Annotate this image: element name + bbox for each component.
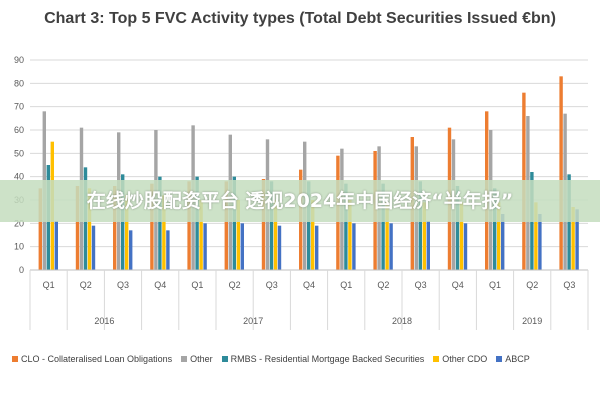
legend-item: Other <box>181 354 213 364</box>
x-tick-label: Q3 <box>563 280 575 290</box>
bar-3-7 <box>311 200 315 270</box>
bar-0-2 <box>113 186 117 270</box>
y-tick-label: 70 <box>14 102 24 112</box>
chart-title: Chart 3: Top 5 FVC Activity types (Total… <box>44 10 556 27</box>
x-tick-label: Q2 <box>229 280 241 290</box>
bar-0-14 <box>559 76 563 270</box>
bar-4-4 <box>203 223 207 270</box>
x-group-label: 2016 <box>94 316 114 326</box>
bar-3-14 <box>571 207 575 270</box>
bar-2-6 <box>269 181 274 270</box>
bar-4-3 <box>166 230 170 270</box>
x-tick-label: Q1 <box>43 280 55 290</box>
legend-swatch <box>181 356 188 362</box>
legend-label: Other <box>190 354 213 364</box>
bar-4-7 <box>315 225 319 270</box>
bar-3-4 <box>199 200 203 270</box>
bar-2-9 <box>381 183 385 270</box>
bar-3-13 <box>534 202 538 270</box>
legend-label: ABCP <box>505 354 530 364</box>
legend-swatch <box>12 356 18 362</box>
bar-0-6 <box>261 179 266 270</box>
legend-label: RMBS - Residential Mortgage Backed Secur… <box>230 354 425 364</box>
x-tick-label: Q3 <box>117 280 129 290</box>
bar-3-3 <box>162 195 166 270</box>
x-tick-label: Q1 <box>489 280 501 290</box>
bar-4-2 <box>129 230 133 270</box>
x-tick-label: Q2 <box>377 280 389 290</box>
bar-3-11 <box>459 202 464 270</box>
legend-label: Other CDO <box>442 354 488 364</box>
overlay-banner-text: 在线炒股配资平台 透视2024年中国经济“半年报” <box>86 190 514 212</box>
bar-4-0 <box>54 221 58 270</box>
bar-4-13 <box>538 214 542 270</box>
bar-3-10 <box>422 202 426 270</box>
x-tick-label: Q4 <box>452 280 464 290</box>
legend-swatch <box>433 356 440 362</box>
bar-0-5 <box>224 181 228 270</box>
bar-2-2 <box>121 174 125 270</box>
y-tick-label: 90 <box>14 55 24 65</box>
bar-4-11 <box>463 223 468 270</box>
legend-item: Other CDO <box>433 354 487 364</box>
legend-item: CLO - Collateralised Loan Obligations <box>12 354 172 364</box>
legend-swatch <box>221 356 228 362</box>
bar-2-10 <box>418 181 422 270</box>
bar-0-1 <box>75 186 80 270</box>
bar-4-12 <box>501 214 505 270</box>
x-tick-label: Q3 <box>266 280 278 290</box>
x-tick-label: Q1 <box>191 280 203 290</box>
bar-3-1 <box>87 188 92 270</box>
bar-2-8 <box>344 183 348 270</box>
legend-item: ABCP <box>496 354 530 364</box>
bar-3-8 <box>348 200 352 270</box>
legend-swatch <box>496 356 503 362</box>
x-group-label: 2019 <box>522 316 542 326</box>
bar-2-4 <box>195 176 199 270</box>
x-tick-label: Q2 <box>80 280 92 290</box>
bar-4-14 <box>575 209 579 270</box>
bar-4-10 <box>426 221 430 270</box>
x-tick-label: Q4 <box>154 280 166 290</box>
bar-3-5 <box>236 200 240 270</box>
y-tick-label: 60 <box>14 125 24 135</box>
bar-4-1 <box>91 225 96 270</box>
bar-2-11 <box>455 186 460 270</box>
x-tick-label: Q3 <box>415 280 427 290</box>
bar-0-0 <box>38 188 42 270</box>
bar-3-2 <box>125 195 129 270</box>
bar-2-5 <box>232 176 236 270</box>
y-tick-label: 50 <box>14 148 24 158</box>
bar-3-12 <box>497 202 501 270</box>
y-tick-label: 10 <box>14 242 24 252</box>
legend-label: CLO - Collateralised Loan Obligations <box>21 354 173 364</box>
x-group-label: 2017 <box>243 316 263 326</box>
bar-0-3 <box>150 183 154 270</box>
x-tick-label: Q2 <box>526 280 538 290</box>
bar-4-5 <box>240 223 244 270</box>
bar-4-6 <box>277 225 282 270</box>
bar-2-12 <box>493 188 497 270</box>
bar-2-3 <box>158 176 162 270</box>
bar-4-9 <box>389 223 393 270</box>
bar-4-8 <box>352 223 356 270</box>
bar-0-4 <box>187 181 191 270</box>
overlay-banner: 在线炒股配资平台 透视2024年中国经济“半年报” <box>0 180 600 222</box>
y-tick-label: 40 <box>14 172 24 182</box>
x-tick-label: Q4 <box>303 280 315 290</box>
bar-3-9 <box>385 202 389 270</box>
legend-item: RMBS - Residential Mortgage Backed Secur… <box>221 354 425 364</box>
y-tick-label: 20 <box>14 218 24 228</box>
y-tick-label: 80 <box>14 78 24 88</box>
chart-legend: CLO - Collateralised Loan Obligations Oth… <box>12 354 592 364</box>
bar-3-6 <box>273 200 278 270</box>
y-tick-label: 0 <box>19 265 24 275</box>
bar-2-7 <box>307 181 311 270</box>
x-tick-label: Q1 <box>340 280 352 290</box>
bar-2-14 <box>567 174 571 270</box>
x-group-label: 2018 <box>392 316 412 326</box>
